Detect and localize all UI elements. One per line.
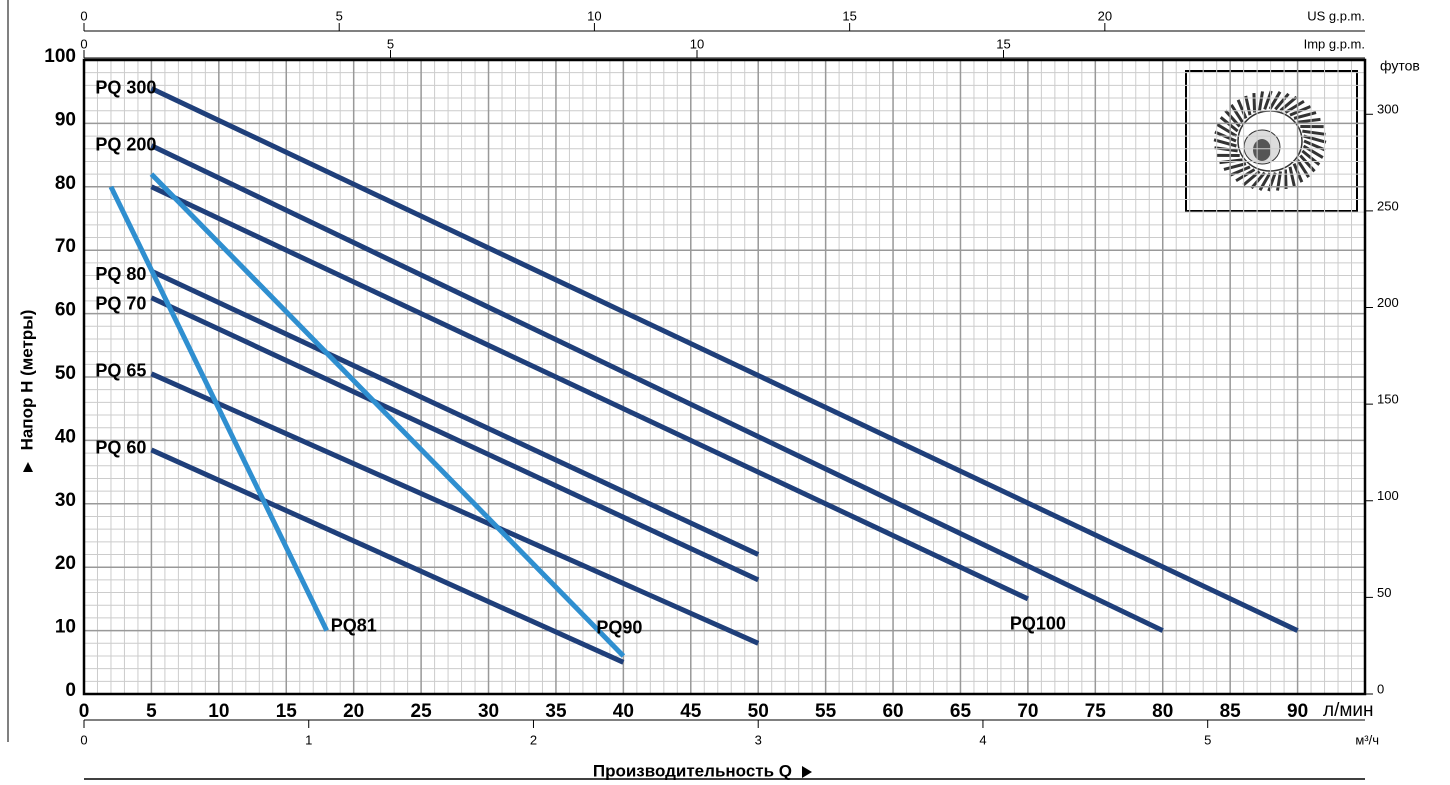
y-tick-label: 40: [55, 426, 76, 447]
curve: [150, 447, 625, 665]
secondary-axis-label: м³/ч: [1355, 732, 1379, 747]
curve-label: PQ 65: [95, 361, 146, 381]
x-tick-label: 15: [276, 701, 298, 722]
curve-label: PQ 60: [95, 438, 146, 458]
curve-label: PQ 200: [95, 134, 156, 154]
y-tick-label: 0: [65, 680, 76, 701]
curve: [150, 295, 760, 583]
secondary-tick-label: 4: [979, 732, 986, 747]
y2-tick-label: 150: [1377, 392, 1399, 407]
y-tick-label: 80: [55, 173, 76, 194]
x-tick-label: 90: [1287, 701, 1308, 722]
curve-label: PQ 300: [95, 77, 156, 97]
x-tick-label: 85: [1220, 701, 1242, 722]
secondary-tick-label: 15: [996, 36, 1010, 51]
secondary-tick-label: 0: [80, 8, 87, 23]
secondary-tick-label: 0: [80, 36, 87, 51]
x-tick-label: 30: [478, 701, 499, 722]
curve-label: PQ 80: [95, 264, 146, 284]
x-tick-label: 70: [1017, 701, 1038, 722]
y-tick-label: 20: [55, 553, 76, 574]
secondary-tick-label: 10: [690, 36, 704, 51]
x-tick-label: 5: [146, 701, 157, 722]
y2-tick-label: 100: [1377, 488, 1399, 503]
x-tick-label: 60: [882, 701, 903, 722]
curve-label: PQ100: [1010, 614, 1066, 634]
secondary-tick-label: 2: [530, 732, 537, 747]
x-unit: л/мин: [1323, 700, 1374, 721]
x-tick-label: 75: [1085, 701, 1107, 722]
x-tick-label: 65: [950, 701, 972, 722]
secondary-tick-label: 3: [755, 732, 762, 747]
secondary-axis-label: Imp g.p.m.: [1304, 36, 1365, 51]
arrow: [802, 766, 812, 778]
y-tick-label: 10: [55, 617, 76, 638]
curve: [150, 184, 1029, 602]
x-tick-label: 40: [613, 701, 634, 722]
x-tick-label: 45: [680, 701, 702, 722]
curve: [149, 172, 626, 658]
y-tick-label: 70: [55, 236, 76, 257]
y-tick-label: 30: [55, 490, 76, 511]
x-tick-label: 25: [411, 701, 433, 722]
plot-frame: [82, 58, 1367, 696]
grid: [83, 59, 1366, 695]
curve-label: PQ81: [331, 615, 377, 635]
curve-label: PQ90: [596, 618, 642, 638]
x-tick-label: 55: [815, 701, 837, 722]
secondary-tick-label: 5: [1204, 732, 1211, 747]
y2-tick-label: 0: [1377, 681, 1384, 696]
x-tick-label: 80: [1152, 701, 1173, 722]
y-tick-label: 50: [55, 363, 76, 384]
y2-tick-label: 300: [1377, 102, 1399, 117]
secondary-tick-label: 5: [336, 8, 343, 23]
x-tick-label: 0: [79, 701, 90, 722]
curve-label: PQ 70: [95, 294, 146, 314]
secondary-tick-label: 15: [842, 8, 856, 23]
curve: [150, 86, 1299, 633]
impeller-image: [1185, 70, 1358, 212]
secondary-tick-label: 1: [305, 732, 312, 747]
y2-tick-label: 50: [1377, 585, 1391, 600]
y-axis-label: Напор H (метры): [17, 310, 36, 451]
arrow: [23, 462, 33, 472]
secondary-tick-label: 10: [587, 8, 601, 23]
secondary-tick-label: 20: [1098, 8, 1112, 23]
y2-tick-label: 250: [1377, 198, 1399, 213]
x-tick-label: 35: [545, 701, 567, 722]
y-tick-label: 100: [44, 46, 76, 67]
x-axis-label: Производительность Q: [593, 761, 792, 780]
secondary-tick-label: 0: [80, 732, 87, 747]
x-tick-label: 20: [343, 701, 364, 722]
x-tick-label: 50: [748, 701, 769, 722]
curve: [108, 185, 329, 632]
curve: [150, 143, 1164, 633]
y2-tick-label: 200: [1377, 295, 1399, 310]
secondary-tick-label: 5: [387, 36, 394, 51]
secondary-axis-label: US g.p.m.: [1307, 8, 1365, 23]
x-tick-label: 10: [208, 701, 229, 722]
y-tick-label: 90: [55, 109, 76, 130]
y2-axis-label: футов: [1380, 58, 1420, 74]
y-tick-label: 60: [55, 300, 76, 321]
curve: [150, 371, 760, 646]
curve: [150, 268, 760, 557]
